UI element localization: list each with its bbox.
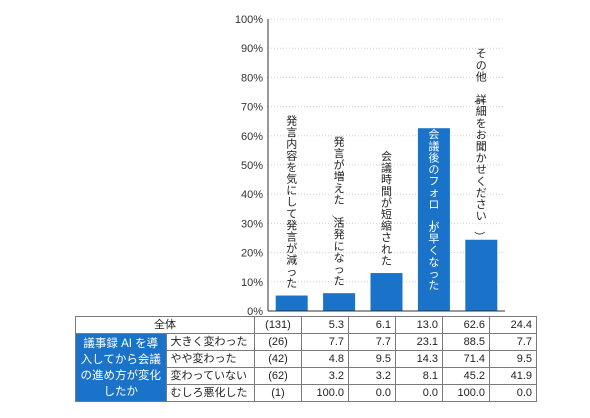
category-label: その他（詳細をお聞かせください） (473, 47, 487, 242)
row-value: 45.2 (442, 367, 490, 385)
y-tick-label: 30% (241, 218, 263, 230)
total-value: 5.3 (301, 316, 349, 334)
total-n: (131) (254, 316, 302, 334)
row-value: 41.9 (489, 367, 537, 385)
y-tick-label: 20% (241, 248, 263, 260)
row-value: 3.2 (301, 367, 349, 385)
grid-lines (268, 18, 505, 283)
y-tick-label: 70% (241, 102, 263, 114)
row-value: 9.5 (348, 350, 396, 368)
row-value: 0.0 (395, 384, 443, 402)
row-value: 3.2 (348, 367, 396, 385)
table-row: 議事録 AI を導入してから会議の進め方が変化したか 大きく変わった (26) … (75, 333, 537, 402)
row-label: 大きく変わった (165, 333, 256, 351)
y-tick-label: 40% (241, 189, 263, 201)
category-label: 発言が増えた／活発になった (331, 134, 345, 287)
row-n: (26) (254, 333, 302, 351)
row-value: 9.5 (489, 350, 537, 368)
row-value: 23.1 (395, 333, 443, 351)
y-tick-label: 10% (241, 277, 263, 289)
table-row: むしろ悪化した (1) 100.0 0.0 0.0 100.0 0.0 (76, 384, 537, 402)
category-label: 会議後のフォローが早くなった (425, 128, 439, 292)
bars (275, 128, 498, 311)
total-value: 24.4 (489, 316, 537, 334)
row-label: 変わっていない (165, 367, 256, 385)
row-value: 71.4 (442, 350, 490, 368)
row-value: 7.7 (348, 333, 396, 351)
row-value: 0.0 (348, 384, 396, 402)
row-label: やや変わった (165, 350, 256, 368)
row-value: 8.1 (395, 367, 443, 385)
table-row-total: 全体 (131) 5.3 6.1 13.0 62.6 24.4 (75, 316, 537, 334)
bar (417, 128, 450, 311)
row-value: 14.3 (395, 350, 443, 368)
bar (275, 295, 308, 311)
row-value: 88.5 (442, 333, 490, 351)
bar-labels: 発言内容を気にして発言が減った 発言が増えた／活発になった 会議時間が短縮された 会議… (286, 47, 487, 292)
y-tick-label: 60% (241, 131, 263, 143)
table-row: やや変わった (42) 4.8 9.5 14.3 71.4 9.5 (76, 350, 537, 368)
row-value: 100.0 (301, 384, 349, 402)
row-value: 7.7 (301, 333, 349, 351)
y-axis-ticks: 0% 10% 20% 30% 40% 50% 60% 70% 80% 90% 100% (235, 14, 263, 316)
row-value: 0.0 (489, 384, 537, 402)
y-tick-label: 50% (241, 160, 263, 172)
bar-chart: 0% 10% 20% 30% 40% 50% 60% 70% 80% 90% 100% 発言内容を気… (235, 14, 505, 316)
total-value: 6.1 (348, 316, 396, 334)
data-table: 全体 (131) 5.3 6.1 13.0 62.6 24.4 議事録 AI を… (75, 316, 537, 402)
row-value: 4.8 (301, 350, 349, 368)
category-label: 発言内容を気にして発言が減った (286, 114, 297, 290)
row-n: (1) (254, 384, 302, 402)
total-label: 全体 (75, 316, 255, 334)
bar (323, 293, 356, 311)
total-value: 13.0 (395, 316, 443, 334)
row-value: 100.0 (442, 384, 490, 402)
total-value: 62.6 (442, 316, 490, 334)
y-tick-label: 80% (241, 72, 263, 84)
bar (465, 239, 498, 311)
y-tick-label: 0% (247, 306, 263, 316)
y-tick-label: 100% (235, 14, 263, 26)
row-value: 7.7 (489, 333, 537, 351)
y-tick-label: 90% (241, 43, 263, 55)
category-label: 会議時間が短縮された (381, 150, 392, 267)
row-n: (62) (254, 367, 302, 385)
group-label: 議事録 AI を導入してから会議の進め方が変化したか (75, 333, 167, 402)
row-label: むしろ悪化した (165, 384, 256, 402)
bar (370, 273, 403, 311)
row-n: (42) (254, 350, 302, 368)
